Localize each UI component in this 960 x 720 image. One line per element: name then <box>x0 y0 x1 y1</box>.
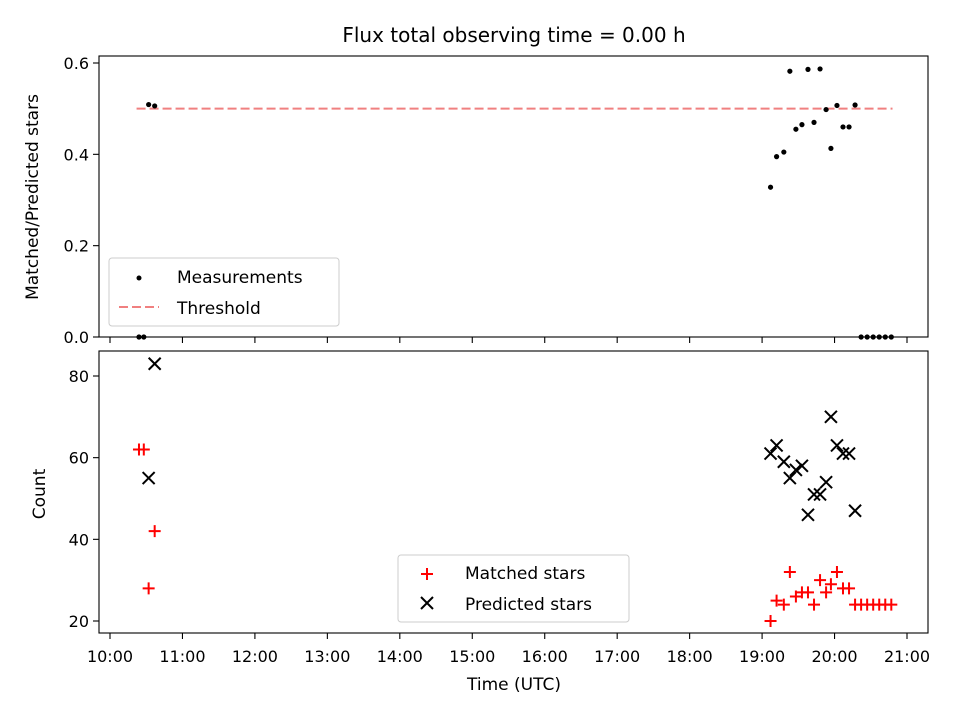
legend-measurements-label: Measurements <box>177 268 303 288</box>
chart-title: Flux total observing time = 0.00 h <box>342 23 685 47</box>
bottom-marks <box>132 357 898 627</box>
bottom-y-ticks: 20 40 60 80 <box>69 367 99 631</box>
bottom-y-tick-label-1: 40 <box>69 530 89 549</box>
matched-star-point-13 <box>820 586 833 599</box>
measurement-point-16 <box>840 124 846 130</box>
x-tick-label-1: 11:00 <box>159 647 205 666</box>
predicted-star-point-12 <box>824 410 838 424</box>
bottom-x-ticks: 10:00 11:00 12:00 13:00 14:00 15:00 16:00 17:00… <box>87 633 930 666</box>
matched-star-point-24 <box>885 598 898 611</box>
measurement-point-4 <box>767 184 774 190</box>
measurement-point-17 <box>846 124 852 130</box>
top-legend: Measurements Threshold <box>108 257 340 327</box>
top-x-ticks <box>109 337 908 343</box>
top-panel: 0.0 0.2 0.4 0.6 Matched/Predicted stars Mea… <box>23 54 929 347</box>
predicted-star-point-13 <box>830 438 844 453</box>
matched-star-point-1 <box>137 443 150 456</box>
predicted-star-point-8 <box>801 508 815 522</box>
x-tick-label-11: 21:00 <box>884 647 930 666</box>
top-y-tick-label-3: 0.6 <box>64 54 89 73</box>
bottom-y-tick-label-2: 60 <box>69 449 89 468</box>
legend-predicted-marker <box>420 596 434 610</box>
matched-star-point-11 <box>808 598 821 611</box>
predicted-star-point-6 <box>789 463 803 477</box>
predicted-star-point-5 <box>783 471 797 485</box>
x-axis-label: Time (UTC) <box>466 675 561 695</box>
measurement-point-18 <box>852 102 858 108</box>
measurement-point-9 <box>799 122 805 128</box>
measurement-point-8 <box>793 126 799 132</box>
predicted-star-point-4 <box>777 455 791 469</box>
measurement-point-3 <box>152 103 158 109</box>
bottom-axes-frame <box>98 350 929 634</box>
x-tick-label-9: 19:00 <box>739 647 785 666</box>
x-tick-label-2: 12:00 <box>232 647 278 666</box>
bottom-y-tick-label-3: 80 <box>69 367 89 386</box>
predicted-star-point-9 <box>807 487 821 502</box>
matched-star-point-7 <box>783 566 796 578</box>
measurement-point-7 <box>787 68 793 74</box>
matched-star-point-5 <box>770 594 783 607</box>
top-y-axis-label: Matched/Predicted stars <box>23 94 43 300</box>
matched-star-point-14 <box>824 578 837 591</box>
predicted-star-point-11 <box>819 475 833 489</box>
measurement-point-2 <box>146 101 152 108</box>
x-tick-label-4: 14:00 <box>377 647 423 666</box>
bottom-legend: Matched stars Predicted stars <box>397 554 630 623</box>
predicted-star-point-2 <box>763 446 778 461</box>
matched-star-point-15 <box>830 566 843 578</box>
bottom-y-tick-label-0: 20 <box>69 612 89 631</box>
legend-matched-marker <box>421 568 433 580</box>
matched-star-point-6 <box>777 598 790 611</box>
measurement-point-12 <box>817 66 823 72</box>
matched-star-point-17 <box>843 582 856 595</box>
bottom-legend-box <box>397 554 630 623</box>
x-tick-label-6: 16:00 <box>522 647 568 666</box>
legend-measurements-marker <box>136 275 142 281</box>
matched-star-point-4 <box>764 615 777 627</box>
matched-star-point-2 <box>142 582 155 595</box>
predicted-star-point-15 <box>842 446 856 461</box>
x-tick-label-8: 18:00 <box>667 647 713 666</box>
measurement-point-5 <box>773 154 780 160</box>
top-axes-frame <box>98 55 929 338</box>
x-tick-label-10: 20:00 <box>811 647 857 666</box>
x-tick-label-3: 13:00 <box>304 647 350 666</box>
top-y-tick-label-1: 0.2 <box>64 237 89 256</box>
x-tick-label-7: 17:00 <box>594 647 640 666</box>
legend-matched-label: Matched stars <box>465 564 585 584</box>
x-tick-label-5: 15:00 <box>449 647 495 666</box>
legend-threshold-label: Threshold <box>176 299 261 319</box>
top-y-tick-label-2: 0.4 <box>64 145 89 164</box>
predicted-star-point-0 <box>141 471 156 485</box>
legend-predicted-label: Predicted stars <box>465 595 592 615</box>
predicted-star-point-7 <box>795 459 809 473</box>
top-y-ticks: 0.0 0.2 0.4 0.6 <box>64 54 99 347</box>
measurement-point-13 <box>823 106 829 113</box>
top-y-tick-label-0: 0.0 <box>64 328 89 347</box>
matched-star-point-3 <box>148 525 161 538</box>
measurement-point-15 <box>834 102 840 109</box>
matched-star-point-8 <box>789 590 802 603</box>
measurement-point-14 <box>828 145 834 151</box>
predicted-star-point-14 <box>836 446 850 461</box>
matched-star-point-12 <box>814 574 827 587</box>
measurement-point-10 <box>805 66 811 72</box>
measurement-point-11 <box>811 119 817 125</box>
matched-star-point-10 <box>801 586 814 599</box>
bottom-y-axis-label: Count <box>30 468 50 519</box>
predicted-star-point-1 <box>147 357 162 371</box>
predicted-star-point-3 <box>769 438 784 453</box>
x-tick-label-0: 10:00 <box>87 647 133 666</box>
measurement-point-6 <box>781 149 787 155</box>
predicted-star-point-16 <box>848 504 862 518</box>
top-legend-box <box>108 257 340 327</box>
predicted-star-point-10 <box>813 487 827 502</box>
